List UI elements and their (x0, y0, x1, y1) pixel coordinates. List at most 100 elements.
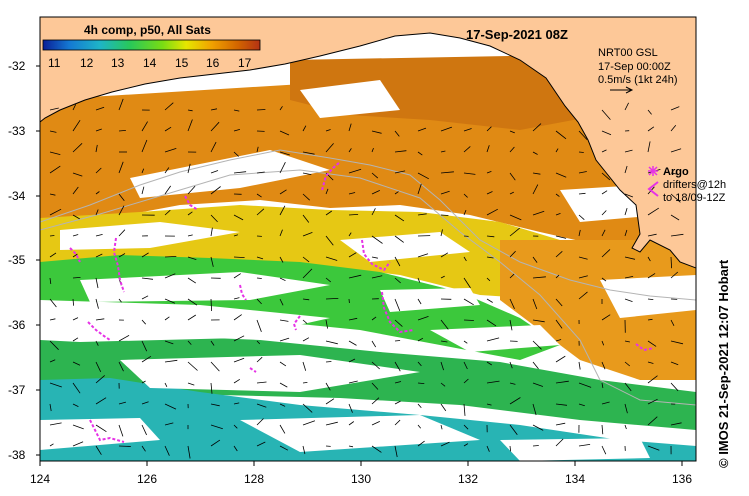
current-arrow (256, 403, 267, 408)
current-arrow (647, 141, 651, 153)
current-arrow (141, 355, 152, 363)
current-arrow (72, 234, 79, 237)
current-arrow (187, 109, 193, 112)
current-arrow (325, 298, 339, 300)
current-arrow (95, 318, 105, 321)
current-arrow (164, 445, 170, 456)
current-arrow (417, 316, 429, 321)
current-arrow (95, 234, 103, 237)
current-arrow (440, 361, 444, 371)
current-arrow (348, 274, 362, 279)
current-arrow (302, 382, 308, 384)
current-arrow (555, 380, 569, 384)
current-arrow (371, 235, 383, 244)
current-arrow (164, 148, 177, 153)
current-arrow (371, 130, 382, 134)
current-arrow (601, 361, 606, 370)
current-arrow (532, 172, 541, 175)
current-arrow (647, 340, 657, 347)
current-arrow (371, 316, 377, 321)
current-arrow (302, 193, 310, 201)
current-arrow (371, 275, 383, 279)
current-arrow (578, 130, 588, 140)
current-vectors (49, 98, 684, 459)
current-arrow (371, 190, 380, 195)
current-arrow (187, 382, 195, 386)
current-arrow (440, 340, 448, 343)
credit-text: © IMOS 21-Sep-2021 12:07 Hobart (716, 259, 731, 468)
lat-tick-label: -35 (8, 253, 26, 267)
cloud-mask (40, 80, 696, 461)
current-arrow (509, 250, 516, 258)
current-arrow (164, 359, 178, 363)
current-arrow (141, 340, 148, 352)
current-arrow (118, 98, 124, 111)
current-arrow (647, 398, 658, 405)
current-arrow (601, 340, 605, 346)
current-arrow (463, 298, 474, 306)
current-arrow (670, 172, 677, 175)
current-arrow (325, 129, 331, 132)
colorbar-tick: 15 (175, 56, 189, 70)
current-arrow (440, 441, 450, 447)
current-arrow (394, 277, 401, 284)
current-arrow (463, 146, 471, 153)
current-arrow (210, 227, 213, 237)
current-arrow (49, 443, 54, 447)
current-arrow (141, 168, 145, 174)
current-arrow (210, 170, 219, 174)
current-arrow (72, 441, 84, 447)
lon-tick-label: 128 (244, 472, 264, 486)
current-arrow (325, 210, 333, 216)
current-arrow (601, 314, 611, 321)
current-arrow (302, 214, 310, 223)
current-arrow (348, 403, 353, 413)
current-arrow (233, 129, 241, 132)
current-arrow (348, 252, 357, 258)
current-arrow (49, 403, 52, 412)
current-arrow (256, 109, 266, 111)
latitude-axis: -32 -33 -34 -35 -36 -37 -38 (8, 59, 40, 462)
current-arrow (532, 445, 539, 447)
current-arrow (486, 256, 494, 259)
current-arrow (325, 340, 338, 345)
current-arrow (578, 444, 591, 447)
plot-frame (39, 16, 697, 462)
current-arrow (486, 191, 493, 195)
current-arrow (509, 273, 515, 279)
current-arrow (647, 126, 655, 132)
current-arrow (118, 424, 124, 437)
current-arrow (555, 235, 567, 239)
current-arrow (555, 298, 563, 307)
current-arrow (118, 205, 125, 216)
current-arrow (348, 214, 359, 216)
current-arrow (187, 445, 191, 459)
current-arrow (624, 403, 628, 414)
current-arrow (72, 277, 81, 279)
current-arrow (394, 298, 401, 312)
current-arrow (578, 256, 588, 260)
current-arrow (72, 298, 74, 306)
current-arrow (233, 297, 240, 300)
current-arrow (164, 403, 177, 410)
current-arrow (164, 185, 172, 195)
current-arrow (624, 276, 634, 279)
lat-tick-label: -34 (8, 189, 26, 203)
current-arrow (624, 424, 627, 430)
current-arrow (118, 229, 126, 237)
lon-tick-label: 136 (672, 472, 692, 486)
current-arrow (279, 106, 283, 111)
current-arrow (486, 337, 500, 342)
current-arrow (49, 422, 62, 426)
sst-band-east-orange (500, 240, 696, 380)
current-arrow (532, 424, 544, 431)
current-arrow (95, 424, 107, 433)
current-arrow (486, 235, 495, 238)
current-arrow (509, 382, 516, 385)
current-arrow (555, 319, 563, 329)
current-arrow (233, 151, 239, 157)
current-arrow (394, 235, 404, 243)
current-arrow (440, 319, 449, 330)
current-arrow (95, 375, 105, 384)
current-arrow (187, 211, 193, 216)
